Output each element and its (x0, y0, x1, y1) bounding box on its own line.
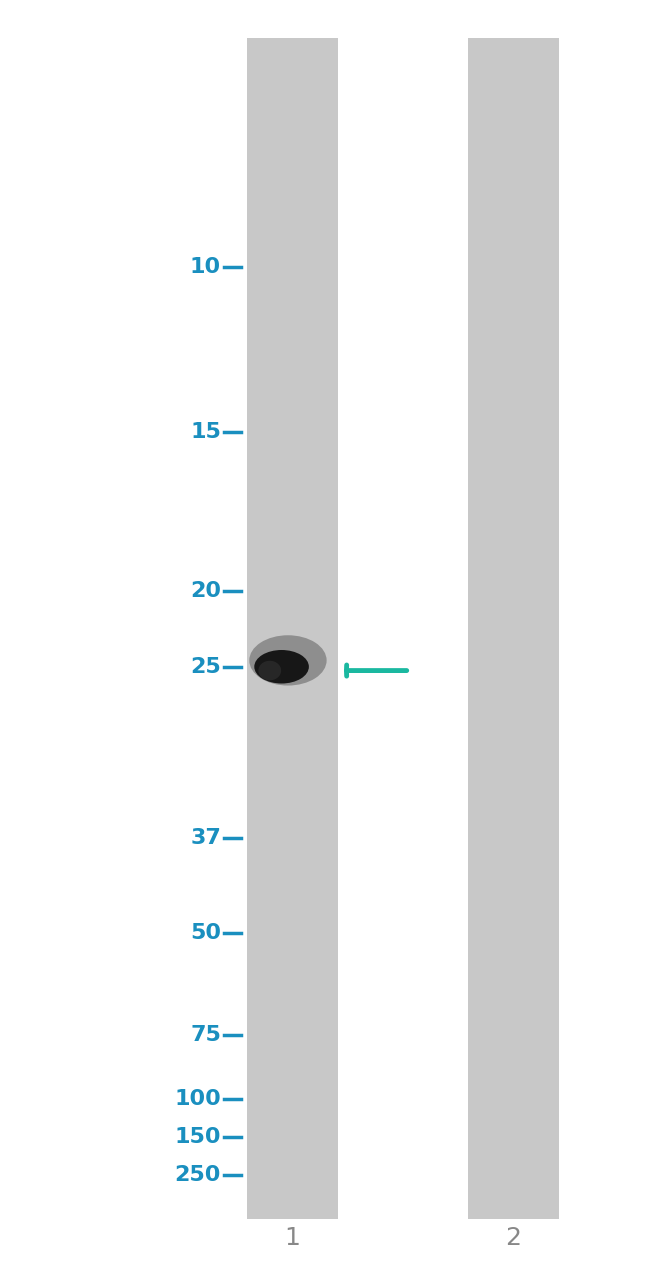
Text: 150: 150 (174, 1126, 221, 1147)
Ellipse shape (259, 660, 281, 681)
Text: 20: 20 (190, 580, 221, 601)
FancyBboxPatch shape (468, 38, 559, 1219)
Text: 37: 37 (190, 828, 221, 848)
Text: 75: 75 (190, 1025, 221, 1045)
Text: 1: 1 (285, 1227, 300, 1250)
Text: 15: 15 (190, 422, 221, 442)
Text: 25: 25 (190, 657, 221, 677)
Ellipse shape (249, 635, 326, 686)
Text: 100: 100 (174, 1088, 221, 1109)
Text: 250: 250 (175, 1165, 221, 1185)
Ellipse shape (254, 650, 309, 683)
Text: 10: 10 (190, 257, 221, 277)
Text: 2: 2 (506, 1227, 521, 1250)
FancyBboxPatch shape (247, 38, 338, 1219)
Text: 50: 50 (190, 923, 221, 944)
